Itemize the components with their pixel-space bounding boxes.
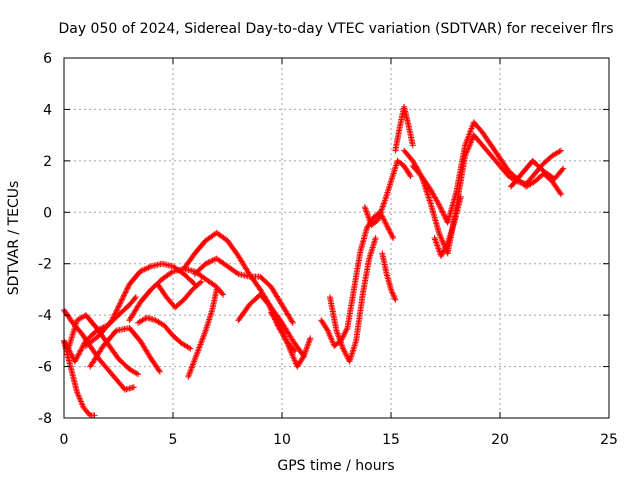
- chart-title: Day 050 of 2024, Sidereal Day-to-day VTE…: [58, 21, 613, 37]
- series-track-12: [191, 255, 296, 326]
- x-tick-label: 25: [600, 432, 618, 448]
- x-tick-label: 10: [273, 432, 291, 448]
- series-track-20: [401, 132, 564, 257]
- series-track-16: [327, 235, 379, 365]
- series-track-4: [65, 312, 142, 378]
- x-tick-label: 5: [169, 432, 178, 448]
- y-tick-label: 0: [43, 205, 52, 221]
- plot-frame: [63, 57, 610, 419]
- x-tick-label: 20: [491, 432, 509, 448]
- axis-ticks: [63, 57, 610, 419]
- y-tick-label: -2: [38, 257, 52, 273]
- series-track-9: [154, 278, 205, 311]
- series-track-14: [268, 309, 314, 370]
- series-track-5: [87, 325, 163, 375]
- tick-labels: 0 5 10 15 20 25 -8 -6 -4 -2 0 2 4 6: [38, 51, 618, 448]
- series-track-7: [126, 265, 227, 324]
- x-tick-label: 15: [382, 432, 400, 448]
- y-tick-label: -4: [38, 308, 52, 324]
- series-track-21: [409, 119, 564, 226]
- grid-lines: [64, 58, 609, 418]
- y-tick-label: 2: [43, 154, 52, 170]
- series-track-17: [361, 157, 414, 229]
- x-axis-title: GPS time / hours: [277, 458, 394, 474]
- y-tick-label: -8: [38, 411, 52, 427]
- y-tick-label: 4: [43, 102, 52, 118]
- y-tick-label: 6: [43, 51, 52, 67]
- series-track-11: [185, 286, 220, 380]
- y-tick-label: -6: [38, 360, 52, 376]
- series-track-18: [379, 250, 399, 303]
- data-points: [61, 103, 567, 419]
- series-track-19: [392, 103, 416, 154]
- series-track-8: [135, 314, 194, 352]
- series-track-23: [507, 157, 567, 190]
- series-track-22: [431, 193, 464, 259]
- x-tick-label: 0: [60, 432, 69, 448]
- y-axis-title: SDTVAR / TECUs: [6, 181, 22, 296]
